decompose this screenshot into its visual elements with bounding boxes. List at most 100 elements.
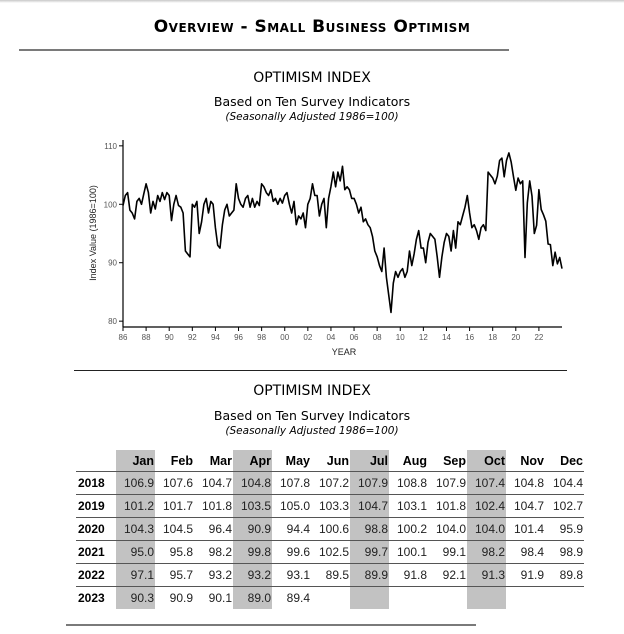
value-cell: 95.9: [545, 517, 584, 541]
month-header-feb: Feb: [155, 450, 194, 472]
x-tick-label: 10: [396, 333, 405, 342]
value-cell: 103.1: [389, 494, 428, 518]
month-header-aug: Aug: [389, 450, 428, 472]
value-cell: 104.7: [194, 471, 233, 495]
value-cell: 108.8: [389, 471, 428, 495]
value-cell: 89.9: [350, 563, 389, 587]
value-cell: 97.1: [116, 563, 155, 587]
x-tick-label: 18: [488, 333, 497, 342]
value-cell: 98.8: [350, 517, 389, 541]
chart-title: OPTIMISM INDEX: [253, 70, 371, 86]
value-cell: 99.1: [428, 540, 467, 564]
month-header-may: May: [272, 450, 311, 472]
year-cell: 2022: [76, 563, 116, 587]
value-cell: 100.2: [389, 517, 428, 541]
value-cell: 101.8: [428, 494, 467, 518]
month-header-nov: Nov: [506, 450, 545, 472]
x-tick-label: 22: [534, 333, 543, 342]
value-cell: 93.2: [233, 563, 272, 587]
x-tick-label: 90: [165, 333, 174, 342]
value-cell: 104.5: [155, 517, 194, 541]
x-tick-label: 04: [326, 333, 335, 342]
value-cell: 100.6: [311, 517, 350, 541]
value-cell: 107.9: [428, 471, 467, 495]
month-header-dec: Dec: [545, 450, 584, 472]
value-cell: 104.7: [506, 494, 545, 518]
value-cell: 93.2: [194, 563, 233, 587]
y-tick-label: 100: [104, 200, 118, 209]
optimism-line-chart: 80 90 100 110 86 88 90 92 94 96 98 00 02 04 06 08 10 12 14…: [88, 140, 563, 357]
value-cell: 95.8: [155, 540, 194, 564]
value-cell: 90.3: [116, 586, 155, 609]
value-cell: 104.0: [428, 517, 467, 541]
header-divider: [19, 49, 509, 51]
value-cell: 107.2: [311, 471, 350, 495]
x-tick-label: 16: [465, 333, 474, 342]
table-row: 2022 97.1 95.7 93.2 93.2 93.1 89.5 89.9 91.8 92.1…: [76, 563, 584, 587]
value-cell: 98.4: [506, 540, 545, 564]
chart-subtitle: Based on Ten Survey Indicators: [213, 94, 411, 109]
value-cell: 101.2: [116, 494, 155, 518]
value-cell: 101.7: [155, 494, 194, 518]
page-title: Overview - Small Business Optimism: [153, 17, 471, 37]
value-cell: 107.9: [350, 471, 389, 495]
x-tick-label: 02: [303, 333, 312, 342]
month-header-jun: Jun: [311, 450, 350, 472]
value-cell: 95.0: [116, 540, 155, 564]
value-cell: 99.8: [233, 540, 272, 564]
table-row: 2020 104.3 104.5 96.4 90.9 94.4 100.6 98.8 100.2…: [76, 517, 584, 541]
year-cell: 2020: [76, 517, 116, 541]
value-cell: 102.7: [545, 494, 584, 518]
value-cell: 105.0: [272, 494, 311, 518]
value-cell: 90.1: [208, 591, 232, 605]
x-tick-label: 00: [280, 333, 289, 342]
x-tick-label: 12: [419, 333, 428, 342]
optimism-index-table: Jan Feb Mar Apr May Jun Jul Aug Sep Oct Nov Dec 201…: [76, 450, 584, 609]
value-cell: 91.8: [389, 563, 428, 587]
series-line-optimism-index: [122, 152, 563, 314]
value-cell: 101.4: [506, 517, 545, 541]
value-cell: [428, 587, 467, 610]
table-title: OPTIMISM INDEX: [253, 383, 371, 399]
x-tick-label: 96: [234, 333, 243, 342]
x-tick-label: 88: [142, 333, 151, 342]
value-cell: 99.7: [350, 540, 389, 564]
year-cell: 2019: [76, 494, 116, 518]
value-cell: 103.5: [233, 494, 272, 518]
table-note: (Seasonally Adjusted 1986=100): [225, 425, 399, 437]
value-cell: [545, 587, 584, 610]
year-cell: 2023: [78, 591, 105, 605]
value-cell: 103.3: [311, 494, 350, 518]
x-tick-label: 14: [442, 333, 451, 342]
value-cell: [467, 586, 506, 609]
month-header-apr: Apr: [233, 450, 272, 472]
y-tick-label: 80: [108, 317, 117, 326]
table-row: 2021 95.0 95.8 98.2 99.8 99.6 102.5 99.7 100.1 99…: [76, 540, 584, 564]
value-cell: 91.3: [467, 563, 506, 587]
month-header-sep: Sep: [428, 450, 467, 472]
table-row: 2023 90.3 90.9 90.1 89.0 89.4: [76, 586, 584, 610]
value-cell: 90.9: [169, 591, 193, 605]
value-cell: [389, 587, 428, 610]
table-row: 2018 106.9 107.6 104.7 104.8 107.8 107.2 107.9 1…: [76, 471, 584, 495]
value-cell: 104.4: [545, 471, 584, 495]
section-divider: [74, 370, 567, 371]
y-axis-title: Index Value (1986=100): [88, 185, 98, 281]
value-cell: 98.2: [194, 540, 233, 564]
x-tick-label: 86: [119, 333, 128, 342]
x-tick-label: 94: [211, 333, 220, 342]
value-cell: 106.9: [116, 471, 155, 495]
value-cell: 99.6: [272, 540, 311, 564]
value-cell: 104.0: [467, 517, 506, 541]
value-cell: 107.4: [467, 471, 506, 495]
table-header-row: Jan Feb Mar Apr May Jun Jul Aug Sep Oct Nov Dec: [76, 450, 584, 472]
value-cell: 94.4: [272, 517, 311, 541]
value-cell: 90.9: [233, 517, 272, 541]
year-cell: 2021: [76, 540, 116, 564]
month-header-oct: Oct: [467, 450, 506, 472]
y-tick-label: 110: [104, 142, 117, 151]
value-cell: 92.1: [428, 563, 467, 587]
top-shadow: [0, 0, 624, 3]
x-tick-label: 08: [373, 333, 382, 342]
value-cell: 96.4: [194, 517, 233, 541]
